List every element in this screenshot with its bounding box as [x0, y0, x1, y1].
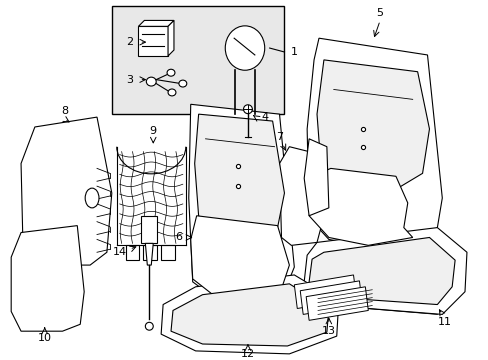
Text: 12: 12: [241, 349, 255, 359]
Polygon shape: [190, 216, 289, 302]
Polygon shape: [141, 216, 157, 243]
Ellipse shape: [85, 188, 99, 208]
Text: 8: 8: [61, 106, 68, 116]
Text: 13: 13: [321, 326, 335, 336]
Ellipse shape: [243, 105, 252, 114]
Ellipse shape: [167, 69, 175, 76]
Polygon shape: [138, 26, 168, 56]
Bar: [161, 246, 175, 260]
Text: 10: 10: [38, 333, 52, 343]
Polygon shape: [294, 275, 356, 309]
Text: 5: 5: [376, 8, 383, 18]
Polygon shape: [161, 275, 338, 354]
Ellipse shape: [168, 89, 176, 96]
Ellipse shape: [225, 26, 264, 70]
Text: 14: 14: [112, 247, 126, 257]
Text: 4: 4: [261, 112, 268, 122]
Polygon shape: [308, 168, 412, 246]
Polygon shape: [304, 228, 466, 314]
Polygon shape: [304, 139, 328, 216]
Ellipse shape: [145, 322, 153, 330]
Polygon shape: [168, 21, 174, 56]
Text: 1: 1: [290, 47, 297, 57]
Polygon shape: [279, 147, 320, 246]
Ellipse shape: [146, 77, 156, 86]
Text: 11: 11: [437, 317, 451, 327]
Polygon shape: [308, 238, 454, 305]
Text: 2: 2: [126, 37, 133, 47]
Polygon shape: [316, 60, 428, 193]
Polygon shape: [171, 284, 328, 346]
Polygon shape: [305, 287, 367, 320]
Polygon shape: [11, 226, 84, 331]
Polygon shape: [21, 117, 112, 265]
Polygon shape: [145, 243, 153, 265]
Polygon shape: [194, 114, 284, 239]
Polygon shape: [138, 21, 174, 26]
Text: 6: 6: [175, 233, 182, 243]
Polygon shape: [300, 281, 362, 314]
Bar: [112, 6, 284, 114]
Polygon shape: [188, 104, 294, 305]
Bar: [125, 246, 139, 260]
Text: 3: 3: [126, 75, 133, 85]
Text: 7: 7: [275, 132, 283, 142]
Polygon shape: [306, 38, 441, 247]
Bar: [143, 246, 157, 260]
Ellipse shape: [179, 80, 186, 87]
Text: 9: 9: [149, 126, 157, 136]
